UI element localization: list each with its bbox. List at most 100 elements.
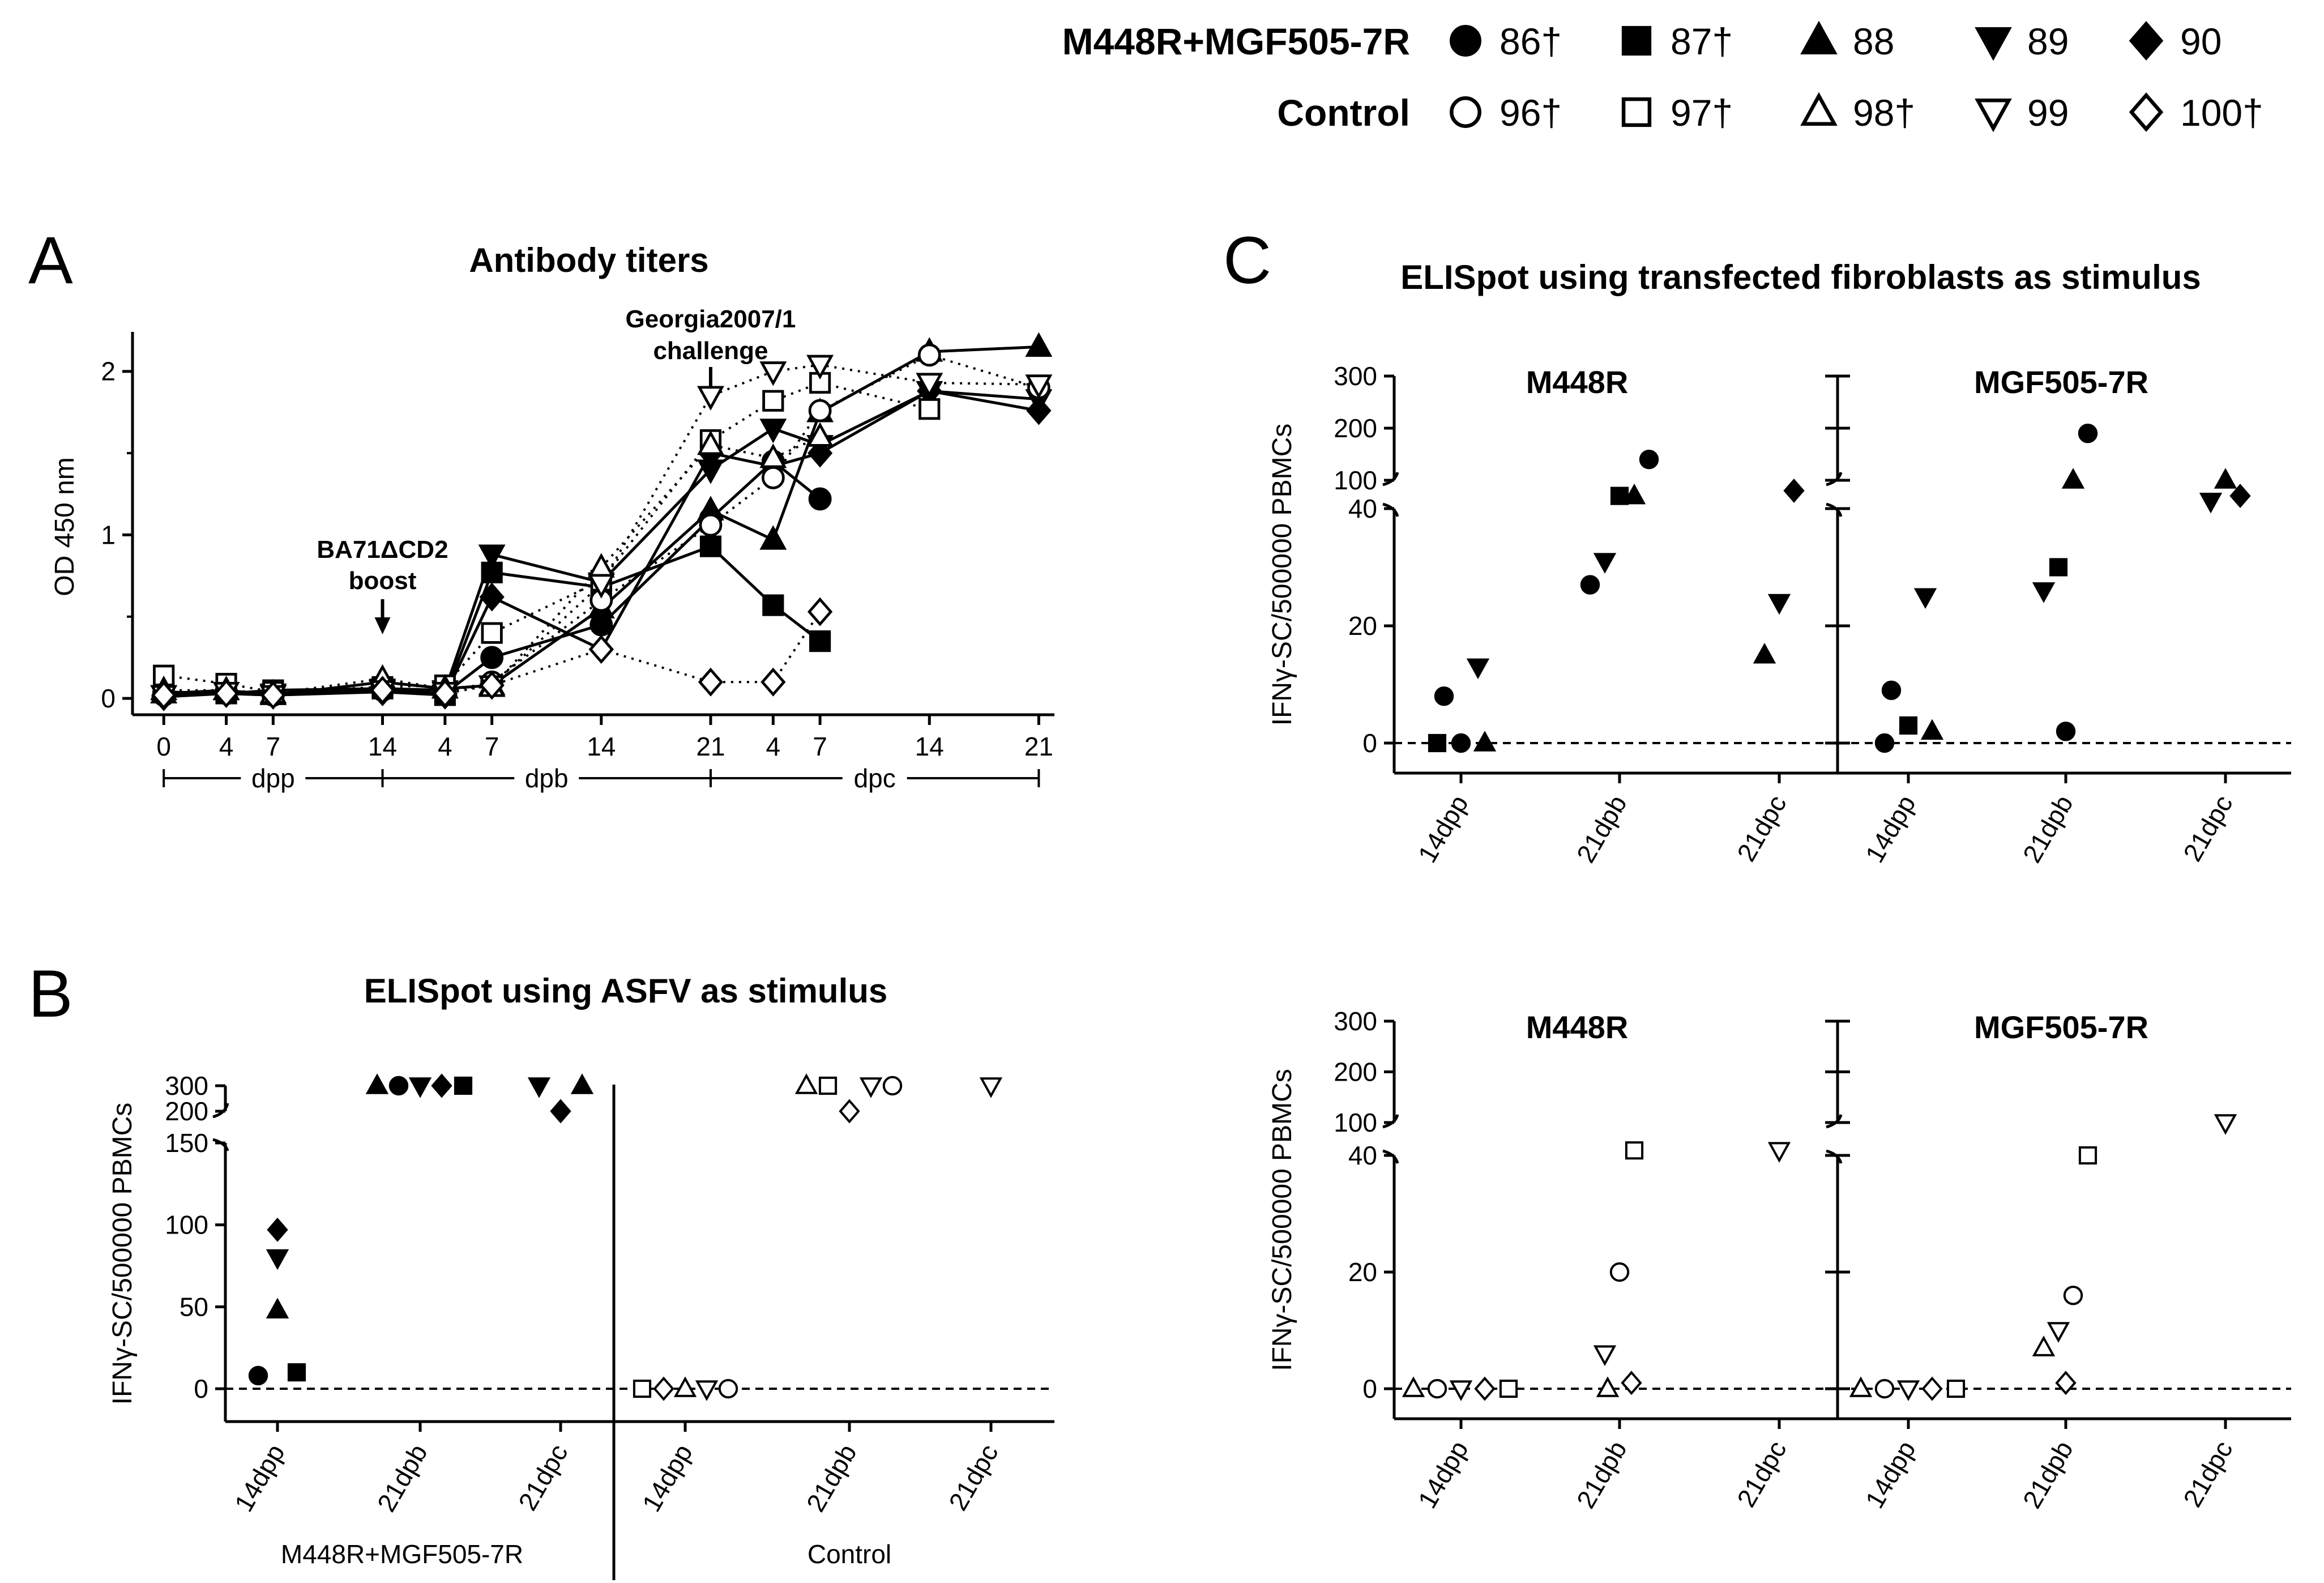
panel-b-point [653,1376,674,1401]
panel-a-y-tick-label: 1 [101,520,116,549]
panel-c-bottom-m448r-x-tick-label: 21dpb [1571,1436,1633,1513]
panel-a-point-87 [809,630,831,652]
panel-c-bottom-m448r-y-tick-label: 100 [1334,1108,1377,1137]
panel-b-point [979,1077,1003,1098]
legend-id-90: 90 [2180,20,2222,62]
panel-c-top-mgf505-7r-x-tick-label: 21dpc [2177,790,2238,867]
panel-a-point-100 [479,671,505,700]
panel-b-y-tick-label: 150 [165,1128,208,1158]
panel-b-point [266,1298,289,1319]
panel-a-point-100 [151,680,177,710]
panel-a-point-100 [807,597,833,626]
legend-id-86: 86† [1500,20,1562,62]
panel-letter-b: B [28,957,73,1031]
panel-c-top-m448r-point [1767,594,1791,615]
panel-c-top-m448r-point [1580,575,1600,595]
legend-group-label: M448R+MGF505-7R [1062,20,1410,62]
panel-b-point [365,1073,389,1094]
panel-c-top-mgf505-7r-title: MGF505-7R [1974,364,2148,400]
panel-c-bottom-m448r-y-tick-label: 0 [1362,1374,1377,1403]
panel-c-top-m448r-y-tick-label: 200 [1334,413,1377,443]
panel-a-point-97 [762,390,784,412]
panel-c-bottom-mgf505-7r-point [1849,1376,1873,1397]
panel-c-top-mgf505-7r-axis-break [1826,502,1843,517]
legend: M448R+MGF505-7R 86† 87† 88 89 90 Control 96† 97†… [1062,20,2263,134]
panel-a-point-100 [698,667,724,697]
panel-a-y-label: OD 450 nm [50,457,80,596]
panel-c-bottom-mgf505-7r-x-tick-label: 21dpb [2017,1436,2079,1513]
panel-a-annotation-boost-2: boost [349,567,417,595]
panel-c-bottom-m448r-point [1609,1262,1630,1282]
panel-c-top-m448r-point [1593,553,1617,574]
panel-c-top-mgf505-7r-point [2061,468,2085,489]
panel-c-top-mgf505-7r-point [2229,484,2251,509]
panel-c-bottom-mgf505-7r-title: MGF505-7R [1974,1009,2148,1045]
panel-a-x-tick-label: 4 [219,732,234,761]
legend-marker-98 [1800,92,1838,126]
panel-b-point [718,1379,738,1399]
panel-a-group-label-dpp: dpp [251,763,295,793]
legend-id-97: 97† [1671,92,1733,134]
panel-b-x-tick-label: 21dpc [943,1439,1004,1516]
panel-c-top-mgf505-7r-point [2049,558,2068,577]
panel-a-x-tick-label: 7 [266,732,281,761]
panel-c-bottom-m448r-x-tick-label: 14dpp [1412,1436,1474,1513]
panel-c-bottom-m448r-y-tick-label: 20 [1348,1257,1377,1287]
panel-a-point-89 [759,419,787,443]
panel-a-x-tick-label: 14 [915,732,944,761]
panel-c-top-m448r-y-tick-label: 100 [1334,466,1377,495]
panel-c-bottom-mgf505-7r-point [2055,1371,2077,1396]
panel-b-point [287,1363,306,1382]
panel-b-point [408,1077,432,1098]
panel-c-top-m448r-point [1783,478,1805,503]
panel-a-point-97 [919,398,941,420]
panel-a-y-tick-label: 2 [101,357,116,386]
panel-c-top-m448r-y-tick-label: 40 [1348,494,1377,523]
panel-a-point-88 [759,525,787,550]
legend-id-99: 99 [2027,92,2069,134]
panel-a-point-99 [1025,374,1053,399]
panel-c-bottom-mgf505-7r-point [2032,1335,2056,1356]
panel-c-top-m448r-point [1753,643,1776,664]
panel-b-point [695,1380,719,1401]
panel-b-y-tick-label: 50 [180,1292,208,1321]
panel-c-bottom-mgf505-7r-point [2047,1322,2070,1343]
panel-a-group-label-dpb: dpb [525,763,569,793]
legend-id-100: 100† [2180,92,2263,134]
panel-b-point [859,1077,883,1098]
panel-a-annotation-boost-1: BA71ΔCD2 [317,536,448,564]
panel-a-point-86 [480,646,504,669]
panel-c-bottom-m448r-y-tick-label: 300 [1334,1006,1377,1036]
panel-a-group-label-dpc: dpc [854,763,896,793]
panel-c-bottom-m448r-x-tick-label: 21dpc [1731,1436,1792,1512]
panel-a-point-100 [588,635,614,664]
panel-c-top-mgf505-7r-point [2078,424,2098,443]
panel-a-point-96 [808,399,832,423]
panel-c-bottom-mgf505-7r-point [2063,1286,2083,1305]
panel-b-y-tick-label: 300 [165,1071,208,1100]
panel-a-point-90 [1026,396,1052,425]
panel-c-top-m448r-point [1434,686,1454,706]
panel-a-point-99 [806,355,834,380]
panel-c-bottom-m448r-axis-break [1382,1149,1399,1164]
panel-b-y-tick-label: 100 [165,1210,208,1240]
legend-marker-97 [1621,97,1652,127]
panel-a-point-98 [759,443,787,468]
panel-c-top-mgf505-7r-point [1920,719,1944,740]
panel-c-bottom-m448r-y-tick-label: 40 [1348,1141,1377,1170]
panel-a-annotation-challenge-2: challenge [653,337,768,365]
panel-c-bottom-m448r-point [1449,1380,1473,1401]
panel-a-boost-arrow-head [374,617,391,634]
panel-c-top-m448r-point [1622,483,1646,505]
legend-marker-100 [2129,92,2164,132]
panel-a-x-tick-label: 4 [766,732,781,761]
panel-a-point-97 [481,622,503,644]
panel-letter-c: C [1223,223,1271,298]
panel-c-top-m448r-axis-break [1382,472,1399,487]
panel-b-x-tick-label: 14dpp [636,1439,698,1517]
panel-a-point-99 [759,361,787,386]
panel-c-top-m448r-y-tick-label: 20 [1348,611,1377,641]
panel-c-top-m448r-point [1451,733,1471,753]
panel-c: C ELISpot using transfected fibroblasts a… [1223,223,2291,1513]
panel-a-x-tick-label: 21 [696,732,725,761]
